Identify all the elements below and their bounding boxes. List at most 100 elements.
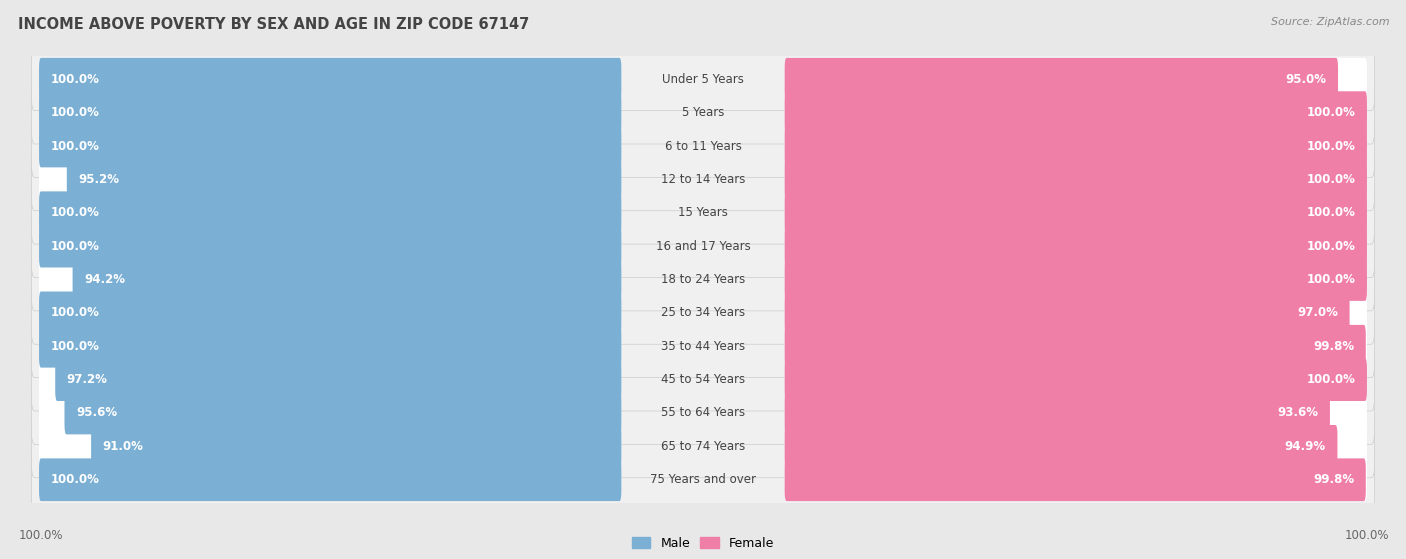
- FancyBboxPatch shape: [39, 258, 621, 301]
- FancyBboxPatch shape: [39, 191, 621, 234]
- FancyBboxPatch shape: [785, 258, 1367, 301]
- FancyBboxPatch shape: [785, 225, 1367, 268]
- FancyBboxPatch shape: [39, 425, 621, 468]
- FancyBboxPatch shape: [39, 125, 621, 167]
- Text: 65 to 74 Years: 65 to 74 Years: [661, 440, 745, 453]
- Text: 100.0%: 100.0%: [51, 473, 100, 486]
- FancyBboxPatch shape: [39, 325, 621, 368]
- FancyBboxPatch shape: [67, 158, 621, 201]
- FancyBboxPatch shape: [785, 91, 1367, 134]
- FancyBboxPatch shape: [785, 425, 1337, 468]
- FancyBboxPatch shape: [31, 348, 1375, 411]
- FancyBboxPatch shape: [39, 91, 621, 134]
- FancyBboxPatch shape: [31, 448, 1375, 511]
- FancyBboxPatch shape: [785, 425, 1367, 468]
- FancyBboxPatch shape: [39, 91, 621, 134]
- FancyBboxPatch shape: [785, 191, 1367, 234]
- Text: Under 5 Years: Under 5 Years: [662, 73, 744, 86]
- FancyBboxPatch shape: [39, 58, 621, 101]
- FancyBboxPatch shape: [31, 282, 1375, 344]
- Text: 12 to 14 Years: 12 to 14 Years: [661, 173, 745, 186]
- Text: 100.0%: 100.0%: [1344, 529, 1389, 542]
- FancyBboxPatch shape: [785, 358, 1367, 401]
- FancyBboxPatch shape: [31, 181, 1375, 244]
- Text: 25 to 34 Years: 25 to 34 Years: [661, 306, 745, 319]
- FancyBboxPatch shape: [785, 58, 1367, 101]
- Text: 99.8%: 99.8%: [1313, 473, 1354, 486]
- FancyBboxPatch shape: [39, 325, 621, 368]
- FancyBboxPatch shape: [31, 215, 1375, 277]
- Text: 100.0%: 100.0%: [51, 206, 100, 219]
- FancyBboxPatch shape: [39, 225, 621, 268]
- FancyBboxPatch shape: [785, 158, 1367, 201]
- Text: 100.0%: 100.0%: [51, 106, 100, 119]
- Text: 75 Years and over: 75 Years and over: [650, 473, 756, 486]
- Text: 100.0%: 100.0%: [1306, 173, 1355, 186]
- FancyBboxPatch shape: [785, 258, 1367, 301]
- FancyBboxPatch shape: [31, 382, 1375, 444]
- FancyBboxPatch shape: [785, 325, 1367, 368]
- Text: 97.0%: 97.0%: [1298, 306, 1339, 319]
- Text: 95.6%: 95.6%: [76, 406, 117, 419]
- Text: 94.2%: 94.2%: [84, 273, 125, 286]
- FancyBboxPatch shape: [39, 225, 621, 268]
- FancyBboxPatch shape: [31, 315, 1375, 378]
- FancyBboxPatch shape: [55, 358, 621, 401]
- Text: 15 Years: 15 Years: [678, 206, 728, 219]
- Text: 100.0%: 100.0%: [51, 340, 100, 353]
- Text: 100.0%: 100.0%: [1306, 240, 1355, 253]
- Text: 35 to 44 Years: 35 to 44 Years: [661, 340, 745, 353]
- Text: 18 to 24 Years: 18 to 24 Years: [661, 273, 745, 286]
- Text: 6 to 11 Years: 6 to 11 Years: [665, 140, 741, 153]
- FancyBboxPatch shape: [39, 458, 621, 501]
- FancyBboxPatch shape: [31, 148, 1375, 211]
- FancyBboxPatch shape: [31, 415, 1375, 478]
- FancyBboxPatch shape: [31, 81, 1375, 144]
- FancyBboxPatch shape: [39, 191, 621, 234]
- Text: Source: ZipAtlas.com: Source: ZipAtlas.com: [1271, 17, 1389, 27]
- FancyBboxPatch shape: [785, 91, 1367, 134]
- FancyBboxPatch shape: [39, 58, 621, 101]
- Text: 16 and 17 Years: 16 and 17 Years: [655, 240, 751, 253]
- FancyBboxPatch shape: [785, 458, 1367, 501]
- Text: 100.0%: 100.0%: [18, 529, 63, 542]
- Text: 100.0%: 100.0%: [1306, 206, 1355, 219]
- FancyBboxPatch shape: [785, 291, 1367, 334]
- Text: 99.8%: 99.8%: [1313, 340, 1354, 353]
- Text: 100.0%: 100.0%: [51, 73, 100, 86]
- Text: 94.9%: 94.9%: [1285, 440, 1326, 453]
- FancyBboxPatch shape: [785, 158, 1367, 201]
- Text: 100.0%: 100.0%: [1306, 373, 1355, 386]
- FancyBboxPatch shape: [785, 392, 1367, 434]
- Text: 95.2%: 95.2%: [79, 173, 120, 186]
- FancyBboxPatch shape: [39, 358, 621, 401]
- FancyBboxPatch shape: [785, 392, 1330, 434]
- Text: 95.0%: 95.0%: [1285, 73, 1326, 86]
- Text: 100.0%: 100.0%: [1306, 273, 1355, 286]
- FancyBboxPatch shape: [785, 191, 1367, 234]
- FancyBboxPatch shape: [785, 458, 1365, 501]
- FancyBboxPatch shape: [91, 425, 621, 468]
- Text: 5 Years: 5 Years: [682, 106, 724, 119]
- Legend: Male, Female: Male, Female: [627, 532, 779, 555]
- Text: 100.0%: 100.0%: [1306, 106, 1355, 119]
- Text: 100.0%: 100.0%: [51, 140, 100, 153]
- Text: INCOME ABOVE POVERTY BY SEX AND AGE IN ZIP CODE 67147: INCOME ABOVE POVERTY BY SEX AND AGE IN Z…: [18, 17, 530, 32]
- FancyBboxPatch shape: [785, 125, 1367, 167]
- FancyBboxPatch shape: [785, 291, 1350, 334]
- Text: 100.0%: 100.0%: [51, 306, 100, 319]
- Text: 97.2%: 97.2%: [67, 373, 108, 386]
- Text: 45 to 54 Years: 45 to 54 Years: [661, 373, 745, 386]
- FancyBboxPatch shape: [31, 248, 1375, 311]
- FancyBboxPatch shape: [785, 325, 1365, 368]
- Text: 55 to 64 Years: 55 to 64 Years: [661, 406, 745, 419]
- FancyBboxPatch shape: [785, 358, 1367, 401]
- FancyBboxPatch shape: [39, 158, 621, 201]
- FancyBboxPatch shape: [31, 48, 1375, 111]
- FancyBboxPatch shape: [39, 125, 621, 167]
- FancyBboxPatch shape: [785, 58, 1339, 101]
- Text: 100.0%: 100.0%: [1306, 140, 1355, 153]
- FancyBboxPatch shape: [31, 115, 1375, 177]
- FancyBboxPatch shape: [39, 291, 621, 334]
- FancyBboxPatch shape: [73, 258, 621, 301]
